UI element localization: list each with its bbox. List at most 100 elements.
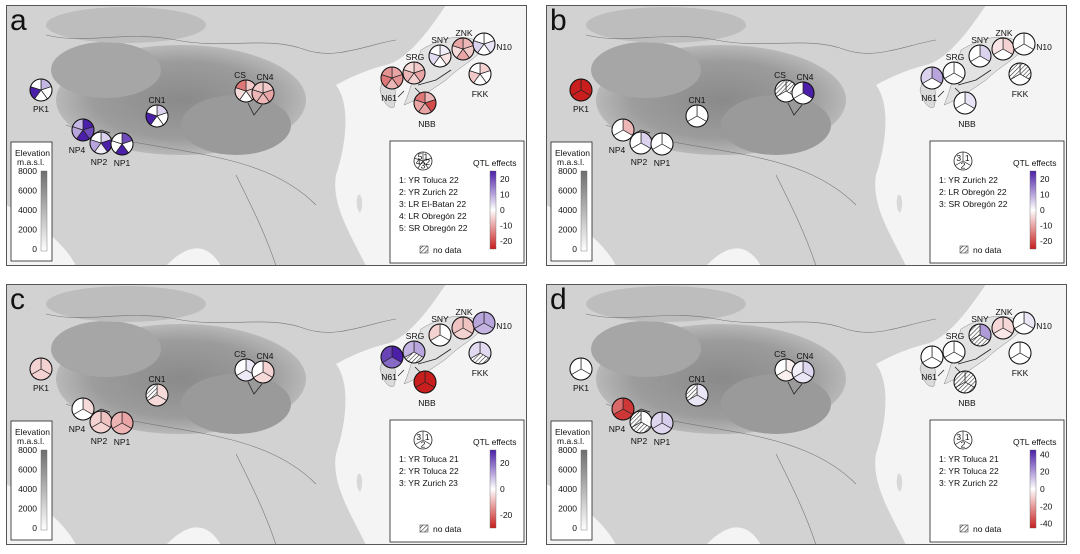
qtl-tick: 0 [500,205,505,215]
elevation-tick: 0 [572,523,577,533]
site-sny: SNY [428,35,452,68]
environment-entry: 1: YR Toluca 21 [939,454,999,464]
site-label: NP1 [654,437,671,447]
site-label: NP1 [114,158,131,168]
elevation-colorbar [580,170,588,252]
site-fkk: FKK [468,341,492,378]
site-np4: NP4 [69,397,95,434]
elevation-tick: 0 [572,244,577,254]
site-pie-outline [685,383,709,407]
site-pie-outline [380,66,404,90]
site-label: CN4 [256,351,273,361]
site-label: PK1 [33,104,49,114]
panel-frame [6,5,527,266]
site-label: SNY [971,314,989,324]
site-np2: NP2 [629,129,653,167]
pie-key-label: 3 [956,153,961,163]
no-data-swatch [959,245,969,254]
no-data-label: no data [433,524,462,534]
qtl-tick: 0 [1040,205,1045,215]
site-n10: N10 [1012,32,1052,56]
pie-key-label: 3 [956,432,961,442]
pie-key-label: 2 [961,160,966,170]
elevation-tick: 8000 [18,166,37,176]
site-np1: NP1 [110,411,134,447]
site-sny: SNY [968,35,992,68]
elevation-title: Elevation [15,148,50,158]
site-pie-outline [569,357,593,381]
site-pie-outline [1012,311,1036,335]
no-data-swatch [959,524,969,533]
site-label: NBB [418,119,436,129]
site-label: ZNK [996,307,1013,317]
elevation-tick: 2000 [558,504,577,514]
qtl-tick: 10 [1040,189,1050,199]
site-label: PK1 [573,383,589,393]
site-nbb: NBB [953,366,977,408]
qtl-tick: 0 [500,484,505,494]
site-pie-outline [791,360,815,384]
site-pk1: PK1 [29,357,53,393]
site-label: N10 [496,321,512,331]
site-label: ZNK [996,28,1013,38]
site-label: CN1 [688,95,705,105]
elevation-tick: 6000 [558,465,577,475]
site-label: PK1 [573,104,589,114]
site-label: PK1 [33,383,49,393]
qtl-tick: 20 [500,458,510,468]
site-srg: SRG [402,331,452,365]
site-pie-outline [413,91,437,115]
site-pie-outline [402,340,426,364]
site-n61: N61 [920,345,945,382]
site-pie-outline [428,323,452,347]
site-pie-outline [791,81,815,105]
qtl-title: QTL effects [473,158,516,168]
site-label: CS [774,349,786,359]
elevation-tick: 0 [32,244,37,254]
site-label: SRG [406,52,424,62]
qtl-tick: -10 [500,221,513,231]
site-label: N61 [381,93,397,103]
site-fkk: FKK [1008,62,1032,99]
site-nbb: NBB [953,87,977,129]
elevation-tick: 8000 [18,445,37,455]
site-label: NP4 [69,424,86,434]
site-label: SNY [431,35,449,45]
qtl-legend: 123 1: YR Toluca 21 2: YR Toluca 22 3: YR Z… [929,419,1065,543]
panel-letter: b [550,4,567,37]
site-label: NP4 [609,424,626,434]
site-label: SNY [431,314,449,324]
site-pk1: PK1 [29,78,53,114]
environment-entry: 1: YR Toluca 21 [399,454,459,464]
qtl-tick: 0 [1040,484,1045,494]
site-np2: NP2 [89,129,113,167]
qtl-colorbar [1029,449,1037,529]
elevation-title: Elevation [555,148,590,158]
site-np2: NP2 [89,408,113,446]
site-cn1: CN1 [145,374,169,407]
environment-entry: 3: YR Zurich 23 [399,478,458,488]
environment-entry: 5: SR Obregón 22 [399,223,468,233]
site-pie-outline [920,66,944,90]
elevation-colorbar [40,170,48,252]
site-cn1: CN1 [685,95,709,128]
panel-frame [6,284,527,545]
site-srg: SRG [942,331,992,365]
site-label: ZNK [456,28,473,38]
qtl-legend: 123 1: YR Zurich 22 2: LR Obregón 22 3: SR … [929,140,1065,264]
pie-key-label: 4 [416,157,421,167]
qtl-legend: 123 1: YR Toluca 21 2: YR Toluca 22 3: YR Z… [389,419,525,543]
panel-letter: a [10,4,27,37]
site-srg: SRG [942,52,992,86]
site-np1: NP1 [110,132,134,168]
site-label: N61 [921,93,937,103]
pie-key-label: 2 [425,157,430,167]
site-pie-outline [685,104,709,128]
